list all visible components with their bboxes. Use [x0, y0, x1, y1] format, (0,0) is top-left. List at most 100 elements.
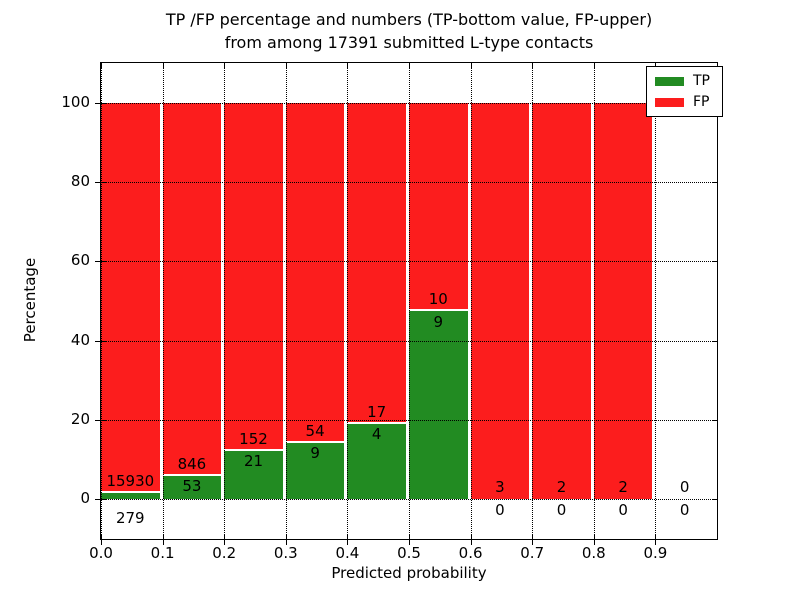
- x-tick-mark-top: [470, 63, 472, 68]
- y-tick-mark: [95, 499, 106, 501]
- gridline-vertical: [409, 63, 410, 539]
- x-tick-label: 0.6: [458, 544, 483, 562]
- x-tick-label: 0.9: [643, 544, 668, 562]
- x-tick-mark-top: [655, 63, 657, 68]
- legend-label: TP: [693, 73, 710, 89]
- bar-fp: [532, 102, 591, 500]
- x-tick-mark: [162, 534, 164, 545]
- fp-count-label: 2: [556, 478, 567, 497]
- x-tick-mark: [101, 534, 102, 545]
- y-tick-label: 20: [70, 410, 90, 428]
- fp-count-label: 0: [679, 478, 690, 497]
- bar-tp: [162, 475, 222, 500]
- bar-fp: [470, 102, 530, 500]
- bar-tp: [409, 311, 468, 500]
- x-tick-mark-top: [593, 63, 595, 68]
- bar-fp: [224, 102, 283, 450]
- legend-swatch-tp: [655, 76, 684, 86]
- gridline-vertical: [101, 63, 102, 539]
- fp-count-label: 15930: [106, 471, 155, 490]
- x-tick-label: 0.1: [150, 544, 175, 562]
- gridline-vertical: [593, 63, 595, 539]
- y-tick-mark-right: [712, 182, 717, 183]
- bar-tp: [101, 492, 160, 500]
- y-tick-label: 80: [70, 172, 90, 190]
- fp-count-label: 2: [618, 478, 628, 497]
- y-tick-mark-right: [712, 499, 717, 501]
- bar-fp: [101, 102, 160, 491]
- y-tick-mark: [95, 102, 106, 104]
- x-tick-mark-top: [347, 63, 349, 68]
- y-tick-label: 60: [70, 251, 90, 270]
- legend-item: FP: [655, 95, 714, 109]
- fp-count-label: 846: [177, 454, 207, 473]
- histogram-bin: 846 53: [162, 63, 225, 539]
- y-tick-label: 40: [70, 330, 90, 349]
- histogram-bin: 54 9: [285, 63, 348, 539]
- y-tick-mark-right: [712, 420, 717, 421]
- tp-count-label: 53: [182, 477, 202, 496]
- bar-fp: [285, 102, 345, 441]
- histogram-bin: 152 21: [224, 63, 286, 539]
- y-tick-label: 100: [61, 92, 90, 111]
- gridline-vertical: [347, 63, 349, 539]
- tp-count-label: 0: [679, 500, 690, 519]
- legend: TP FP: [646, 66, 723, 117]
- gridline-vertical: [532, 63, 534, 539]
- gridline-vertical: [470, 63, 472, 539]
- x-tick-mark: [593, 534, 595, 545]
- gridline-vertical: [162, 63, 164, 539]
- x-tick-label: 0.0: [89, 544, 113, 562]
- x-tick-mark: [224, 534, 226, 545]
- x-tick-mark-top: [285, 63, 287, 68]
- x-tick-label: 0.3: [273, 544, 298, 562]
- tp-count-label: 0: [618, 500, 628, 519]
- gridline-vertical: [655, 63, 657, 539]
- legend-item: TP: [655, 74, 714, 88]
- tp-count-label: 21: [243, 452, 264, 471]
- y-tick-mark: [95, 340, 106, 342]
- histogram-bin: 15930 279: [101, 63, 163, 539]
- x-axis-label: Predicted probability: [331, 564, 487, 582]
- x-tick-mark-top: [409, 63, 410, 68]
- chart-title-line2: from among 17391 submitted L-type contac…: [224, 33, 594, 52]
- y-tick-mark-right: [712, 340, 717, 342]
- y-tick-mark: [95, 261, 106, 263]
- tp-count-label: 9: [310, 443, 320, 462]
- x-tick-mark-top: [162, 63, 164, 68]
- gridline-vertical: [224, 63, 226, 539]
- fp-count-label: 3: [495, 478, 505, 497]
- bar-fp: [162, 102, 222, 474]
- chart-title-line1: TP /FP percentage and numbers (TP-bottom…: [165, 10, 653, 29]
- plot-area: 15930 279 846 53 152 21 54 9 17 4 10 9 3 0 2 0 2 0 0 0: [95, 62, 718, 545]
- legend-label: FP: [693, 94, 710, 110]
- gridline-vertical: [285, 63, 287, 539]
- x-tick-label: 0.5: [397, 544, 421, 562]
- fp-count-label: 17: [367, 402, 387, 421]
- y-tick-mark-right: [712, 261, 717, 263]
- x-tick-mark-top: [224, 63, 226, 68]
- tp-count-label: 279: [115, 508, 145, 527]
- histogram-bin: 17 4: [347, 63, 409, 539]
- bar-tp: [285, 442, 345, 500]
- x-tick-label: 0.4: [335, 544, 360, 562]
- y-tick-mark: [95, 420, 106, 421]
- x-tick-label: 0.7: [520, 544, 545, 562]
- x-tick-mark-top: [101, 63, 102, 68]
- y-tick-mark: [95, 182, 106, 183]
- tp-count-label: 9: [433, 312, 444, 331]
- bar-tp: [347, 423, 406, 500]
- bar-tp: [224, 451, 283, 500]
- bar-fp: [593, 102, 653, 500]
- legend-swatch-fp: [655, 97, 684, 107]
- fp-count-label: 54: [305, 421, 325, 440]
- y-tick-label: 0: [80, 489, 90, 508]
- chart-title: TP /FP percentage and numbers (TP-bottom…: [100, 8, 718, 54]
- x-tick-mark: [470, 534, 472, 545]
- x-tick-label: 0.8: [581, 544, 606, 562]
- x-tick-labels: 0.0 0.1 0.2 0.3 0.4 0.5 0.6 0.7 0.8 0.9: [89, 544, 717, 564]
